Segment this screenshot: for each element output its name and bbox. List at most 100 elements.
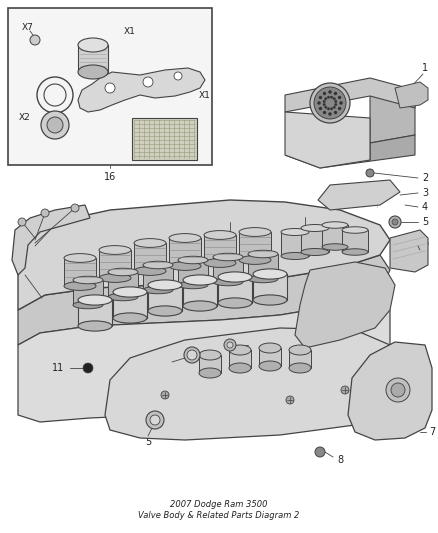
Circle shape (184, 347, 200, 363)
Polygon shape (169, 238, 201, 266)
Polygon shape (285, 112, 370, 168)
Circle shape (334, 111, 337, 114)
Circle shape (339, 101, 343, 104)
Text: 5: 5 (145, 437, 151, 447)
Polygon shape (281, 232, 309, 256)
Polygon shape (348, 342, 432, 440)
Text: 2: 2 (422, 173, 428, 183)
Text: 12: 12 (22, 293, 34, 303)
Circle shape (335, 100, 337, 103)
Ellipse shape (259, 343, 281, 353)
Circle shape (366, 169, 374, 177)
Text: X1: X1 (124, 28, 136, 36)
Ellipse shape (301, 248, 329, 255)
Ellipse shape (113, 313, 147, 323)
Ellipse shape (253, 295, 287, 305)
Ellipse shape (213, 278, 243, 286)
Circle shape (224, 339, 236, 351)
Circle shape (146, 411, 164, 429)
Circle shape (41, 111, 69, 139)
Polygon shape (248, 254, 278, 279)
Ellipse shape (239, 256, 271, 264)
Polygon shape (18, 255, 390, 345)
Ellipse shape (253, 269, 287, 279)
Ellipse shape (73, 301, 103, 309)
Circle shape (341, 386, 349, 394)
Text: 15: 15 (299, 205, 311, 215)
Circle shape (335, 103, 337, 106)
Polygon shape (395, 82, 428, 108)
Polygon shape (178, 260, 208, 285)
Polygon shape (12, 205, 90, 275)
Circle shape (328, 91, 332, 93)
Text: X7: X7 (22, 23, 34, 33)
Circle shape (319, 96, 322, 99)
Circle shape (333, 98, 336, 100)
Text: 13: 13 (16, 237, 28, 247)
Ellipse shape (289, 363, 311, 373)
Ellipse shape (322, 222, 348, 228)
Text: 14: 14 (224, 210, 236, 220)
Ellipse shape (64, 254, 96, 262)
Ellipse shape (199, 368, 221, 378)
Text: 4: 4 (422, 202, 428, 212)
Circle shape (330, 108, 333, 110)
Ellipse shape (281, 229, 309, 236)
Ellipse shape (178, 281, 208, 289)
Circle shape (392, 219, 398, 225)
Ellipse shape (169, 262, 201, 270)
Circle shape (187, 350, 197, 360)
Ellipse shape (134, 239, 166, 247)
Text: 11: 11 (52, 363, 64, 373)
Circle shape (323, 111, 326, 114)
Polygon shape (99, 250, 131, 278)
Ellipse shape (183, 275, 217, 285)
Circle shape (47, 117, 63, 133)
Circle shape (391, 383, 405, 397)
Ellipse shape (281, 253, 309, 260)
Circle shape (143, 77, 153, 87)
Text: 3: 3 (422, 188, 428, 198)
Polygon shape (370, 90, 415, 143)
Ellipse shape (143, 261, 173, 269)
Circle shape (286, 396, 294, 404)
Ellipse shape (218, 298, 252, 308)
Circle shape (174, 72, 182, 80)
Text: 2007 Dodge Ram 3500
Valve Body & Related Parts Diagram 2: 2007 Dodge Ram 3500 Valve Body & Related… (138, 500, 300, 520)
Polygon shape (204, 235, 236, 263)
Polygon shape (143, 265, 173, 290)
Polygon shape (113, 292, 147, 318)
Circle shape (310, 83, 350, 123)
Polygon shape (134, 243, 166, 271)
Circle shape (18, 218, 26, 226)
Ellipse shape (199, 350, 221, 360)
Ellipse shape (213, 253, 243, 261)
Circle shape (330, 96, 333, 99)
Polygon shape (105, 328, 395, 440)
Circle shape (325, 106, 327, 108)
Polygon shape (342, 230, 368, 252)
Ellipse shape (322, 244, 348, 251)
Ellipse shape (148, 306, 182, 316)
Ellipse shape (143, 286, 173, 294)
Circle shape (71, 204, 79, 212)
Ellipse shape (178, 256, 208, 264)
Circle shape (227, 342, 233, 348)
Circle shape (327, 96, 330, 99)
Text: 5: 5 (422, 217, 428, 227)
Circle shape (323, 103, 325, 106)
Circle shape (105, 83, 115, 93)
Polygon shape (239, 232, 271, 260)
Ellipse shape (148, 280, 182, 290)
Polygon shape (148, 285, 182, 311)
Circle shape (41, 209, 49, 217)
Ellipse shape (218, 272, 252, 282)
Circle shape (389, 216, 401, 228)
Polygon shape (64, 258, 96, 286)
Circle shape (318, 101, 321, 104)
Polygon shape (259, 348, 281, 366)
Circle shape (150, 415, 160, 425)
Polygon shape (229, 350, 251, 368)
Ellipse shape (342, 249, 368, 255)
Ellipse shape (229, 363, 251, 373)
